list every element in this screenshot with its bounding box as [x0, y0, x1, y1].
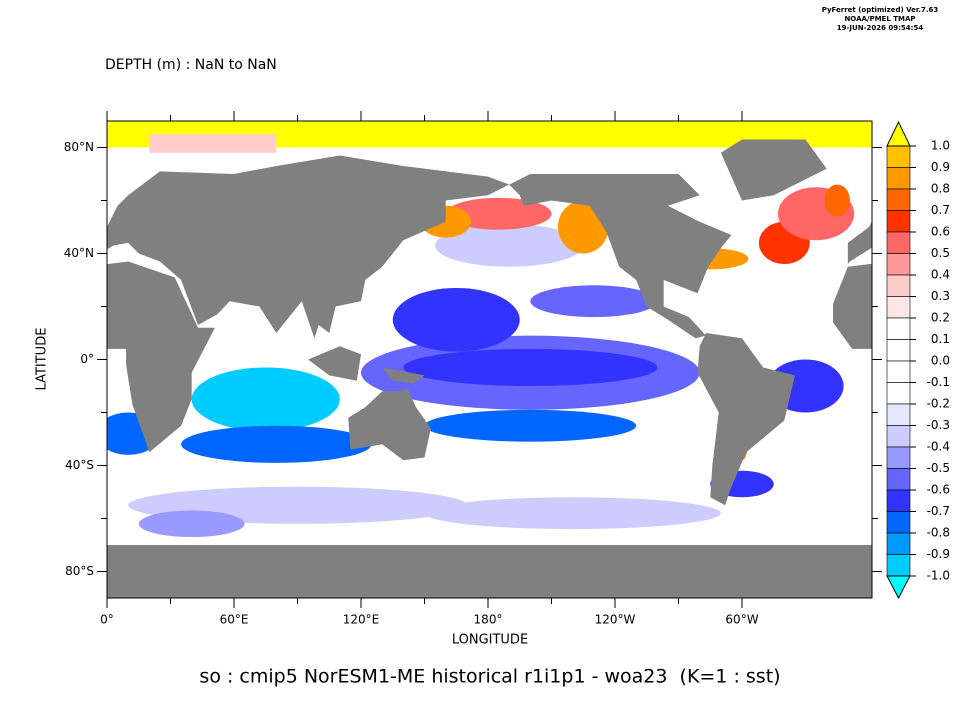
- field-patch: [435, 224, 584, 267]
- y-tick-label: 40°N: [64, 246, 94, 260]
- colorbar-label: 0.8: [931, 182, 950, 196]
- field-patch: [445, 197, 552, 230]
- colorbar-band: [886, 253, 911, 276]
- colorbar-band: [886, 339, 911, 362]
- land: [348, 388, 431, 461]
- colorbar-label: -1.0: [927, 569, 950, 583]
- colorbar-label: -0.3: [927, 418, 950, 432]
- header-line: PyFerret (optimized) Ver.7.63: [822, 6, 939, 14]
- colorbar-label: 0.5: [931, 246, 950, 260]
- colorbar-band: [886, 231, 911, 254]
- map-field: [107, 121, 872, 598]
- header-line: 19-JUN-2026 09:54:54: [837, 24, 924, 32]
- y-tick-label: 40°S: [65, 458, 94, 472]
- colorbar-label: -0.9: [927, 547, 950, 561]
- colorbar-label: -0.8: [927, 526, 950, 540]
- land: [720, 139, 827, 201]
- colorbar-band: [886, 317, 911, 340]
- chart-title: so : cmip5 NorESM1-ME historical r1i1p1 …: [199, 666, 780, 688]
- colorbar-band: [886, 554, 911, 577]
- land: [107, 155, 510, 339]
- colorbar-label: 0.2: [931, 311, 950, 325]
- colorbar-band: [886, 532, 911, 555]
- colorbar-label: -0.2: [927, 397, 950, 411]
- colorbar-band: [886, 167, 911, 190]
- arctic-patch: [149, 134, 277, 153]
- colorbar-label: 0.0: [931, 354, 950, 368]
- colorbar-label: -0.7: [927, 504, 950, 518]
- field-patch: [424, 497, 721, 530]
- y-tick-label: 80°S: [65, 564, 94, 578]
- colorbar-over: [886, 120, 911, 147]
- field-patch: [530, 285, 658, 318]
- subtitle: DEPTH (m) : NaN to NaN: [105, 57, 277, 73]
- colorbar-label: 0.7: [931, 203, 950, 217]
- x-tick-label: 60°E: [220, 613, 249, 627]
- colorbar-band: [886, 210, 911, 233]
- colorbar-band: [886, 382, 911, 405]
- colorbar-band: [886, 145, 911, 168]
- x-tick-label: 120°E: [343, 613, 380, 627]
- colorbar-label: -0.5: [927, 461, 950, 475]
- colorbar-label: 0.4: [931, 268, 950, 282]
- x-tick-label: 60°W: [725, 613, 758, 627]
- colorbar-label: 0.9: [931, 160, 950, 174]
- field-patch: [138, 510, 245, 538]
- field-patch: [181, 425, 372, 463]
- field-patch: [392, 287, 520, 352]
- y-tick-label: 80°N: [64, 140, 94, 154]
- land: [107, 261, 215, 453]
- header-line: NOAA/PMEL TMAP: [844, 15, 915, 23]
- field-patch: [424, 409, 637, 442]
- colorbar-label: 0.3: [931, 289, 950, 303]
- land: [697, 333, 795, 506]
- field-patch: [824, 184, 850, 217]
- colorbar-label: 0.1: [931, 332, 950, 346]
- colorbar-band: [886, 489, 911, 512]
- colorbar-band: [886, 403, 911, 426]
- colorbar-band: [886, 360, 911, 383]
- y-tick-label: 0°: [80, 352, 94, 366]
- colorbar-band: [886, 468, 911, 491]
- land: [308, 346, 361, 381]
- colorbar-band: [886, 425, 911, 448]
- colorbar-label: 1.0: [931, 139, 950, 153]
- colorbar-label: 0.6: [931, 225, 950, 239]
- colorbar-band: [886, 446, 911, 469]
- x-axis-label: LONGITUDE: [452, 633, 528, 648]
- colorbar-band: [886, 188, 911, 211]
- colorbar-band: [886, 274, 911, 297]
- field-patch: [403, 348, 658, 387]
- land: [847, 220, 872, 265]
- x-tick-label: 120°W: [595, 613, 636, 627]
- land: [382, 367, 425, 384]
- colorbar-label: -0.1: [927, 375, 950, 389]
- colorbar-label: -0.4: [927, 440, 950, 454]
- colorbar-band: [886, 511, 911, 534]
- land: [107, 545, 872, 598]
- x-tick-label: 180°: [474, 613, 503, 627]
- field-patch: [191, 367, 340, 432]
- x-tick-label: 0°: [100, 613, 114, 627]
- colorbar-band: [886, 296, 911, 319]
- colorbar-label: -0.6: [927, 483, 950, 497]
- colorbar-under: [886, 575, 911, 600]
- land: [509, 174, 732, 339]
- land: [833, 263, 872, 349]
- y-axis-label: LATITUDE: [35, 328, 50, 391]
